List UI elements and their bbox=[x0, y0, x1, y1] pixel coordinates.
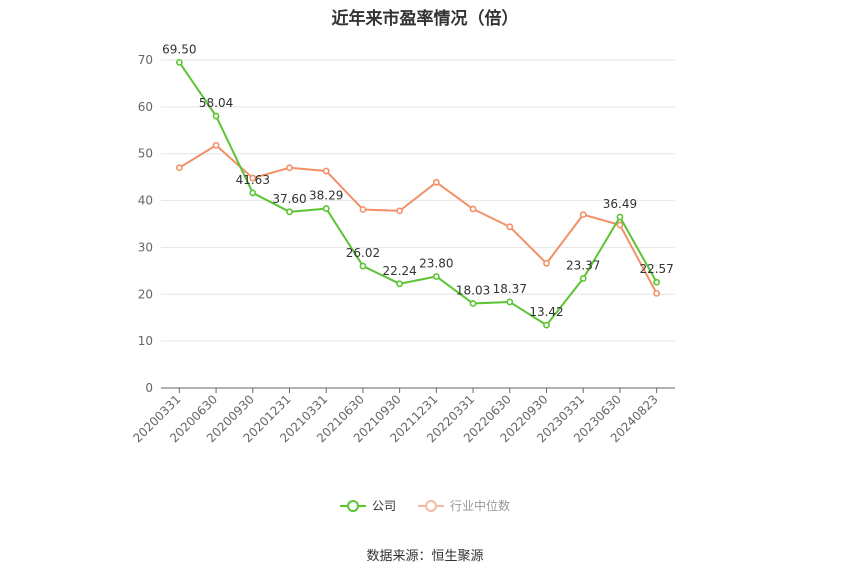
series-line-0 bbox=[178, 61, 658, 327]
data-label-20230331: 23.37 bbox=[566, 258, 600, 272]
y-tick-label-30: 30 bbox=[138, 240, 153, 254]
y-tick-label-70: 70 bbox=[138, 53, 153, 67]
legend-swatch-company bbox=[339, 499, 366, 513]
data-label-20210630: 26.02 bbox=[346, 246, 380, 260]
series-1-point-20201231 bbox=[286, 164, 293, 172]
data-label-20200630: 58.04 bbox=[199, 96, 233, 110]
series-1-point-20220630 bbox=[506, 223, 514, 231]
series-0-point-20210930 bbox=[396, 280, 404, 288]
series-0-point-20211231 bbox=[432, 273, 440, 280]
legend-label-industry-median: 行业中位数 bbox=[450, 499, 511, 513]
chart-legend: 公司 行业中位数 bbox=[0, 497, 850, 514]
data-label-20220331: 18.03 bbox=[456, 284, 490, 298]
series-0-point-20220930 bbox=[543, 321, 550, 329]
series-0-point-20200331 bbox=[175, 58, 183, 66]
data-label-20200331: 69.50 bbox=[162, 42, 196, 56]
data-label-20220930: 13.42 bbox=[529, 305, 563, 319]
data-label-20230630: 36.49 bbox=[603, 197, 637, 211]
series-1-point-20200930 bbox=[249, 174, 257, 182]
data-label-20210930: 22.24 bbox=[382, 264, 416, 278]
series-1-point-20210630 bbox=[359, 206, 367, 213]
y-tick-label-20: 20 bbox=[138, 287, 153, 301]
legend-swatch-industry-median bbox=[418, 499, 444, 513]
series-0-point-20200630 bbox=[212, 112, 220, 120]
series-1-point-20200630 bbox=[212, 141, 220, 149]
series-0-point-20230630 bbox=[616, 213, 624, 221]
series-0-point-20210630 bbox=[359, 262, 367, 270]
series-1-point-20220930 bbox=[543, 259, 550, 267]
y-tick-label-0: 0 bbox=[145, 381, 153, 395]
series-0-point-20201231 bbox=[286, 208, 293, 216]
series-line-1 bbox=[178, 144, 658, 294]
series-0-point-20220630 bbox=[506, 298, 514, 306]
series-0-point-20240823 bbox=[653, 278, 661, 286]
data-label-20211231: 23.80 bbox=[419, 256, 453, 270]
series-0-point-20210331 bbox=[322, 205, 330, 212]
data-label-20201231: 37.60 bbox=[272, 192, 306, 206]
series-1-point-20200331 bbox=[175, 164, 183, 172]
data-label-20220630: 18.37 bbox=[493, 282, 527, 296]
y-tick-label-40: 40 bbox=[138, 194, 153, 208]
legend-item-company[interactable]: 公司 bbox=[339, 497, 396, 514]
series-0-point-20200930 bbox=[249, 189, 257, 197]
series-1-point-20220331 bbox=[469, 205, 477, 213]
y-tick-label-10: 10 bbox=[138, 334, 153, 348]
y-tick-label-50: 50 bbox=[138, 147, 153, 161]
series-1-point-20240823 bbox=[653, 289, 661, 297]
data-label-20240823: 22.57 bbox=[639, 262, 673, 276]
legend-item-industry-median[interactable]: 行业中位数 bbox=[418, 497, 510, 514]
legend-label-company: 公司 bbox=[371, 499, 396, 513]
series-1-point-20230331 bbox=[579, 211, 587, 219]
series-0-point-20220331 bbox=[469, 300, 477, 307]
series-1-point-20210930 bbox=[396, 207, 404, 215]
chart-title: 近年来市盈率情况（倍） bbox=[331, 9, 519, 29]
data-source-note: 数据来源：恒生聚源 bbox=[366, 549, 484, 564]
series-0-point-20230331 bbox=[579, 275, 587, 282]
y-tick-label-60: 60 bbox=[138, 100, 153, 114]
series-1-point-20230630 bbox=[616, 221, 624, 229]
data-label-20210331: 38.29 bbox=[309, 189, 343, 203]
data-label-20200930: 41.63 bbox=[236, 173, 270, 187]
series-1-point-20211231 bbox=[432, 178, 440, 186]
series-1-point-20210331 bbox=[322, 167, 330, 175]
